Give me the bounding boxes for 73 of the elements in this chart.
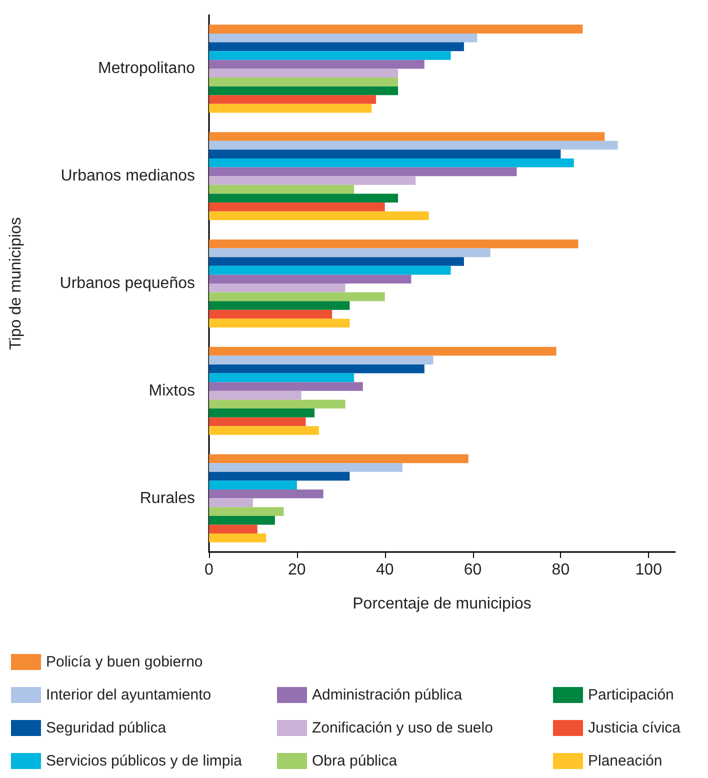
bar xyxy=(209,239,578,248)
bar xyxy=(209,417,306,426)
x-tick-label: 0 xyxy=(204,562,214,578)
bar xyxy=(209,248,490,258)
bar xyxy=(209,472,350,481)
bar xyxy=(209,86,398,96)
bar xyxy=(209,78,398,86)
bar xyxy=(209,158,574,168)
bar xyxy=(209,33,478,42)
bar xyxy=(209,274,412,284)
bar xyxy=(209,42,464,52)
bar xyxy=(209,284,346,292)
y-axis-title: Tipo de municipios xyxy=(8,217,24,350)
bar xyxy=(209,51,451,60)
legend-label: Administración pública xyxy=(312,686,463,704)
legend-label: Seguridad pública xyxy=(46,720,167,736)
bar xyxy=(209,202,385,212)
bar xyxy=(209,132,605,141)
y-tick-label: Urbanos pequeños xyxy=(60,275,195,292)
x-tick-label: 100 xyxy=(635,562,662,578)
bar xyxy=(209,364,424,374)
bar xyxy=(209,266,451,275)
legend-label: Participación xyxy=(588,686,674,704)
bar xyxy=(209,454,468,464)
bar xyxy=(209,534,266,542)
legend-label: Obra pública xyxy=(312,752,398,770)
bar xyxy=(209,373,354,382)
bar xyxy=(209,426,319,435)
bar xyxy=(209,489,324,498)
y-tick-label: Mixtos xyxy=(148,382,195,400)
bar xyxy=(209,390,302,400)
legend-label: Servicios públicos y de limpia xyxy=(46,752,243,770)
bar xyxy=(209,257,464,266)
bar xyxy=(209,211,429,220)
legend-label: Planeación xyxy=(588,752,662,770)
bar xyxy=(209,95,376,104)
bar xyxy=(209,167,517,176)
x-tick-label: 80 xyxy=(552,562,570,578)
bar xyxy=(209,356,434,364)
legend-label: Justicia cívica xyxy=(588,720,682,736)
bar xyxy=(209,194,398,203)
bar xyxy=(209,400,346,409)
y-tick-label: Metropolitano xyxy=(98,60,196,78)
bar xyxy=(209,301,350,310)
bar xyxy=(209,408,315,418)
bar xyxy=(209,176,416,185)
legend-label: Zonificación y uso de suelo xyxy=(312,720,493,736)
y-tick-label: Rurales xyxy=(140,490,195,507)
bar xyxy=(209,480,297,490)
x-tick-label: 60 xyxy=(464,562,482,578)
bar xyxy=(209,382,363,391)
x-tick-label: 20 xyxy=(288,562,306,578)
bar xyxy=(209,104,372,113)
legend-label: Policía y buen gobierno xyxy=(46,654,203,670)
bar xyxy=(209,68,398,78)
bar xyxy=(209,346,556,356)
y-tick-label: Urbanos medianos xyxy=(60,168,195,185)
x-axis-title: Porcentaje de municipios xyxy=(352,596,532,612)
bar xyxy=(209,310,332,319)
bar xyxy=(209,524,258,534)
bar xyxy=(209,24,583,34)
bar xyxy=(209,292,385,302)
bar xyxy=(209,498,253,508)
bar xyxy=(209,150,561,158)
bar xyxy=(209,140,618,150)
bar xyxy=(209,60,424,69)
bar xyxy=(209,318,350,328)
bar xyxy=(209,516,275,525)
bar xyxy=(209,507,284,516)
bar xyxy=(209,184,354,194)
x-tick-label: 40 xyxy=(376,562,394,578)
legend-label: Interior del ayuntamiento xyxy=(46,686,212,704)
bar xyxy=(209,463,402,472)
